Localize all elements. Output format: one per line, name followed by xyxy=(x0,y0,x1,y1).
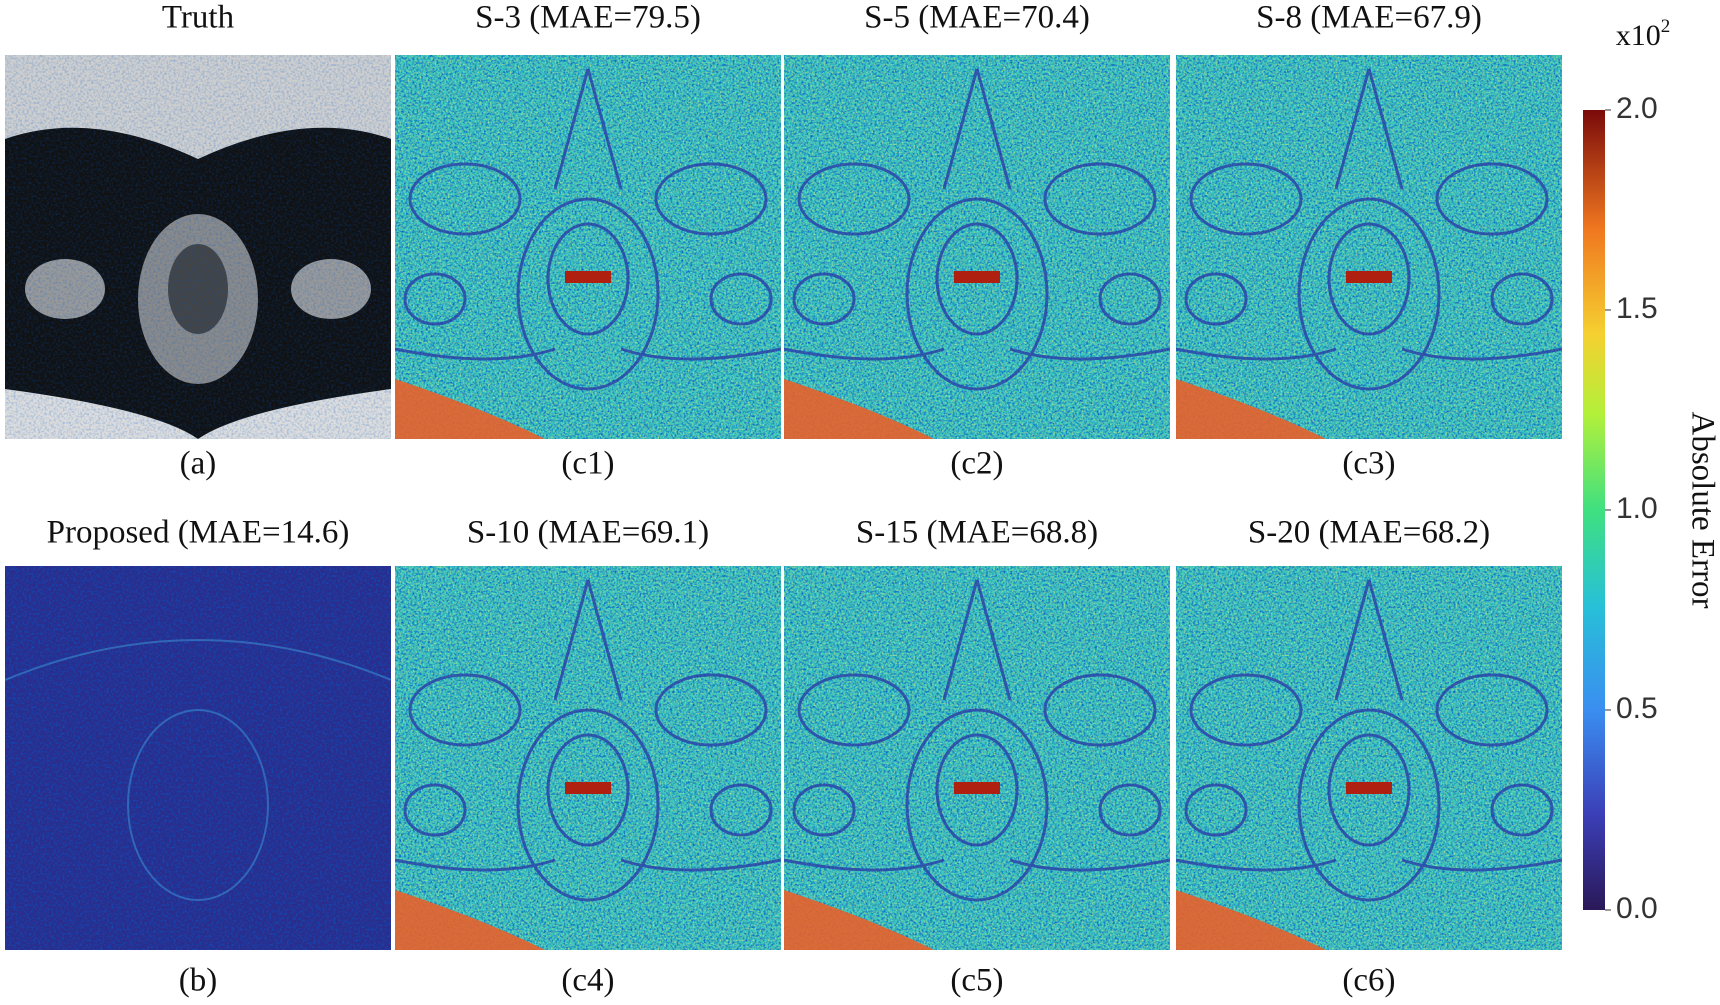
colorbar-tick-label: 2.0 xyxy=(1616,92,1658,125)
colorbar-label: Absolute Error xyxy=(1684,411,1720,608)
truth-image xyxy=(5,55,391,439)
panel-title: S-3 (MAE=79.5) xyxy=(475,0,701,36)
error-map xyxy=(784,566,1170,950)
scale-base: x10 xyxy=(1616,19,1661,52)
error-map xyxy=(395,566,781,950)
panel-title: S-5 (MAE=70.4) xyxy=(864,0,1090,36)
error-map xyxy=(1176,566,1562,950)
panel-caption: (c5) xyxy=(950,963,1003,999)
panel-caption: (c3) xyxy=(1342,446,1395,482)
panel-caption: (c2) xyxy=(950,446,1003,482)
panel-caption: (c4) xyxy=(561,963,614,999)
panel-title: S-15 (MAE=68.8) xyxy=(856,515,1098,551)
panel-title: Truth xyxy=(162,0,235,36)
panel-caption: (c1) xyxy=(561,446,614,482)
panel-title: Proposed (MAE=14.6) xyxy=(47,515,350,551)
error-map xyxy=(784,55,1170,439)
colorbar-scale: x102 xyxy=(1616,16,1671,52)
panel-title: S-8 (MAE=67.9) xyxy=(1256,0,1482,36)
error-map xyxy=(395,55,781,439)
panel-title: S-20 (MAE=68.2) xyxy=(1248,515,1490,551)
panel-caption: (c6) xyxy=(1342,963,1395,999)
panel-caption: (a) xyxy=(180,446,217,482)
colorbar-tick-label: 0.0 xyxy=(1616,892,1658,925)
colorbar-tick-label: 1.0 xyxy=(1616,492,1658,525)
panel-title: S-10 (MAE=69.1) xyxy=(467,515,709,551)
colorbar-tick-label: 1.5 xyxy=(1616,292,1658,325)
scale-exponent: 2 xyxy=(1661,16,1671,37)
panel-caption: (b) xyxy=(179,963,217,999)
colorbar-tick-label: 0.5 xyxy=(1616,692,1658,725)
error-map xyxy=(5,566,391,950)
colorbar xyxy=(1583,110,1605,910)
error-map xyxy=(1176,55,1562,439)
